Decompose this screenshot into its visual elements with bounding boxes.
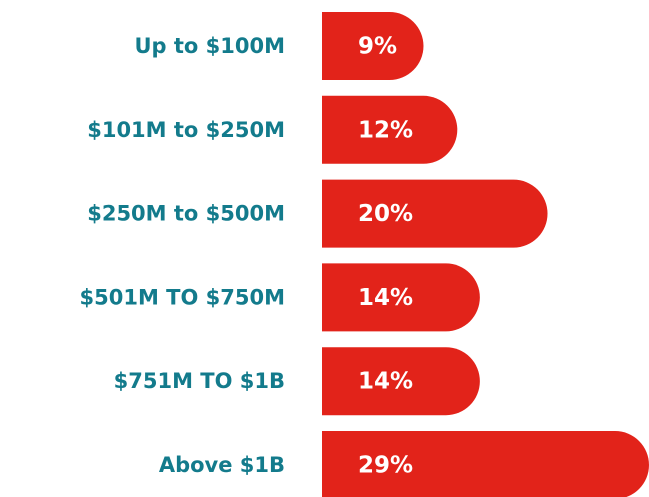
value-label: 14% [358, 285, 413, 311]
category-label: Above $1B [159, 453, 285, 477]
value-label: 9% [358, 34, 397, 60]
value-label: 12% [358, 117, 413, 143]
value-label: 29% [358, 453, 413, 479]
bar [322, 263, 480, 332]
bar [322, 347, 480, 416]
bar [322, 179, 548, 248]
value-label: 20% [358, 201, 413, 227]
category-label: $101M to $250M [87, 118, 285, 142]
bar [322, 12, 424, 80]
bar [322, 431, 649, 497]
bar [322, 95, 458, 164]
category-label: Up to $100M [134, 34, 285, 58]
category-label: $751M TO $1B [114, 369, 285, 393]
value-label: 14% [358, 369, 413, 395]
category-label: $501M TO $750M [80, 285, 286, 309]
category-label: $250M to $500M [87, 202, 285, 226]
